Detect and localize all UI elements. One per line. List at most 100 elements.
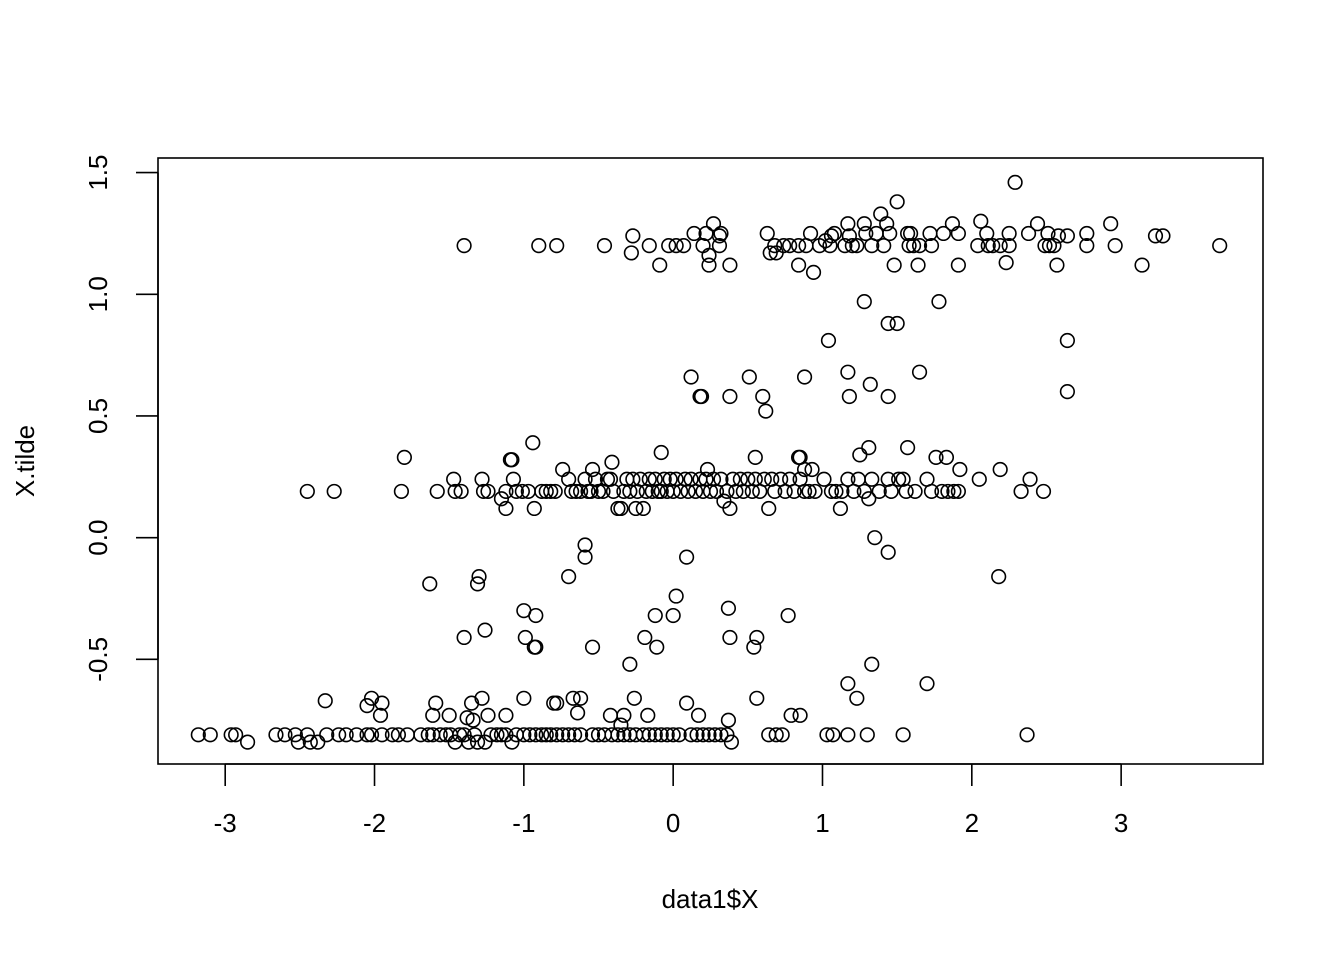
data-point xyxy=(849,690,865,706)
data-point xyxy=(359,697,375,714)
y-tick-label: 1.0 xyxy=(83,276,113,312)
data-point xyxy=(610,727,626,743)
data-point xyxy=(938,449,955,465)
data-point xyxy=(635,727,651,743)
data-point xyxy=(1147,228,1164,244)
data-point xyxy=(477,622,493,638)
data-point xyxy=(891,471,907,487)
data-point xyxy=(980,238,996,254)
data-point xyxy=(538,727,554,743)
data-point xyxy=(693,388,710,405)
data-point xyxy=(228,727,244,743)
data-point xyxy=(528,607,544,624)
data-point xyxy=(701,727,717,743)
data-point xyxy=(923,238,940,254)
data-point xyxy=(722,629,738,646)
x-tick-label: 2 xyxy=(965,808,979,838)
data-point xyxy=(604,727,620,743)
data-point xyxy=(889,315,905,332)
data-point xyxy=(783,707,799,723)
data-point xyxy=(647,727,663,743)
data-point xyxy=(632,471,648,487)
data-point xyxy=(310,734,326,750)
data-point xyxy=(767,483,783,500)
data-point xyxy=(514,483,530,500)
data-point xyxy=(776,238,792,254)
data-point xyxy=(453,483,469,500)
data-point xyxy=(679,549,695,565)
data-point xyxy=(374,727,390,743)
data-point xyxy=(713,727,729,743)
data-point xyxy=(290,734,306,750)
data-point xyxy=(923,483,940,500)
data-point xyxy=(880,388,896,405)
data-point xyxy=(719,483,735,500)
data-point xyxy=(792,707,808,723)
data-point xyxy=(985,238,1001,254)
data-point xyxy=(671,727,687,743)
x-axis-title: data1$X xyxy=(662,884,759,914)
data-point xyxy=(425,707,441,723)
data-point xyxy=(471,569,487,585)
data-point xyxy=(531,238,547,254)
data-point xyxy=(625,228,641,244)
y-axis: -0.5 0.0 0.5 1.0 1.5 xyxy=(83,155,159,682)
data-point xyxy=(686,225,702,242)
data-point xyxy=(480,483,496,500)
data-point xyxy=(880,544,896,560)
data-point xyxy=(768,727,784,743)
data-point xyxy=(864,471,880,487)
data-point xyxy=(907,483,923,500)
data-point xyxy=(711,238,728,254)
data-point xyxy=(613,500,629,517)
data-point xyxy=(705,216,722,232)
data-point xyxy=(504,734,520,750)
data-point xyxy=(483,727,499,743)
data-point xyxy=(805,264,822,280)
data-point xyxy=(190,727,206,743)
data-point xyxy=(880,315,896,332)
data-point xyxy=(640,707,656,723)
data-point xyxy=(616,707,632,723)
data-point xyxy=(796,483,813,500)
y-axis-title: X.tilde xyxy=(10,425,40,497)
data-point xyxy=(759,225,775,242)
data-point xyxy=(420,727,436,743)
data-point xyxy=(741,369,757,385)
data-point xyxy=(649,639,665,655)
data-point xyxy=(1041,238,1058,254)
data-point xyxy=(889,194,905,210)
data-point xyxy=(820,332,837,349)
data-point xyxy=(349,727,365,743)
data-point xyxy=(202,727,218,743)
data-point xyxy=(971,471,987,487)
data-point xyxy=(1001,225,1017,242)
data-point xyxy=(317,693,333,709)
data-point xyxy=(901,238,917,254)
data-point xyxy=(690,707,707,723)
data-point xyxy=(652,257,668,273)
data-point xyxy=(1059,228,1075,244)
data-point xyxy=(898,483,914,500)
data-point xyxy=(549,727,565,743)
data-point xyxy=(801,483,817,500)
data-point xyxy=(825,727,841,743)
data-point xyxy=(713,471,729,487)
data-point xyxy=(1022,471,1038,487)
x-tick-label: -1 xyxy=(512,808,535,838)
data-point xyxy=(796,461,813,478)
data-point xyxy=(432,727,448,743)
data-point xyxy=(359,727,375,743)
data-point xyxy=(950,225,966,242)
data-point xyxy=(1107,238,1123,254)
data-point xyxy=(950,483,966,500)
data-point xyxy=(762,245,778,261)
data-point xyxy=(1134,257,1150,273)
data-point xyxy=(493,727,510,743)
data-point xyxy=(689,727,705,743)
data-point xyxy=(970,238,986,254)
data-point xyxy=(239,734,256,750)
data-point xyxy=(871,483,887,500)
data-point xyxy=(465,712,481,728)
data-point xyxy=(719,727,735,743)
